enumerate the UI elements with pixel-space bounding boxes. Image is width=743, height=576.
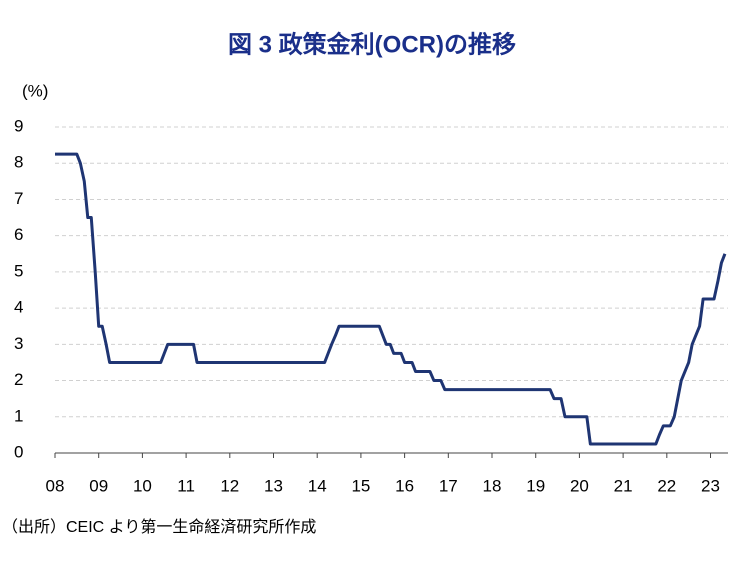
x-tick-label: 09 <box>89 476 108 495</box>
y-tick-label: 8 <box>14 153 23 172</box>
y-tick-label: 2 <box>14 370 23 389</box>
line-series <box>55 152 727 446</box>
y-tick-label: 5 <box>14 261 23 280</box>
x-tick-label: 18 <box>483 476 502 495</box>
y-tick-label: 4 <box>14 298 23 317</box>
x-tick-label: 14 <box>308 476 327 495</box>
x-tick-label: 20 <box>570 476 589 495</box>
chart-title: 図 3 政策金利(OCR)の推移 <box>228 30 516 58</box>
y-tick-label: 6 <box>14 225 23 244</box>
y-tick-label: 7 <box>14 189 23 208</box>
x-tick-label: 13 <box>264 476 283 495</box>
x-tick-label: 12 <box>220 476 239 495</box>
x-tick-label: 19 <box>526 476 545 495</box>
source-note: （出所）CEIC より第一生命経済研究所作成 <box>2 518 316 536</box>
x-tick-label: 11 <box>177 476 195 495</box>
x-tick-label: 08 <box>46 476 65 495</box>
x-tick-label: 16 <box>395 476 414 495</box>
x-tick-label: 17 <box>439 476 458 495</box>
y-tick-label: 3 <box>14 334 23 353</box>
y-tick-label: 1 <box>14 406 23 425</box>
x-tick-label: 15 <box>351 476 370 495</box>
y-axis-label: (%) <box>22 81 48 100</box>
x-tick-label: 10 <box>133 476 152 495</box>
y-tick-label: 0 <box>14 442 23 461</box>
x-tick-label: 22 <box>657 476 676 495</box>
y-tick-label: 9 <box>14 116 23 135</box>
x-tick-label: 23 <box>701 476 720 495</box>
x-tick-label: 21 <box>614 476 633 495</box>
